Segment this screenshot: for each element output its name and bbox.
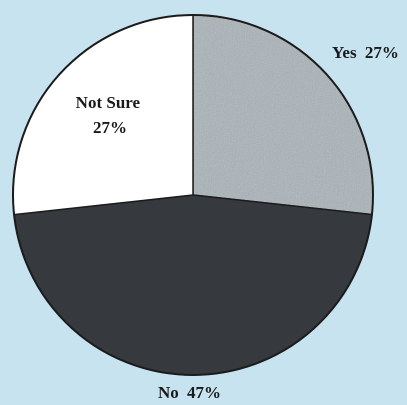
pie-outline [12,14,374,376]
slice-label-no: No 47% [158,383,221,402]
slice-label-yes-percent: 27% [365,43,399,62]
pie-slice-not-sure [12,14,194,216]
pie-slices [12,14,374,376]
slice-label-no-percent: 47% [187,383,221,402]
slice-label-yes-name: Yes [332,43,357,62]
slice-label-yes: Yes 27% [332,43,399,62]
slice-label-no-name: No [158,383,179,402]
slice-label-not-sure: Not Sure 27% [76,93,145,137]
slice-label-not-sure-percent: 27% [93,118,127,137]
slice-label-not-sure-name: Not Sure [76,93,141,112]
pie-slice-no [13,194,373,376]
